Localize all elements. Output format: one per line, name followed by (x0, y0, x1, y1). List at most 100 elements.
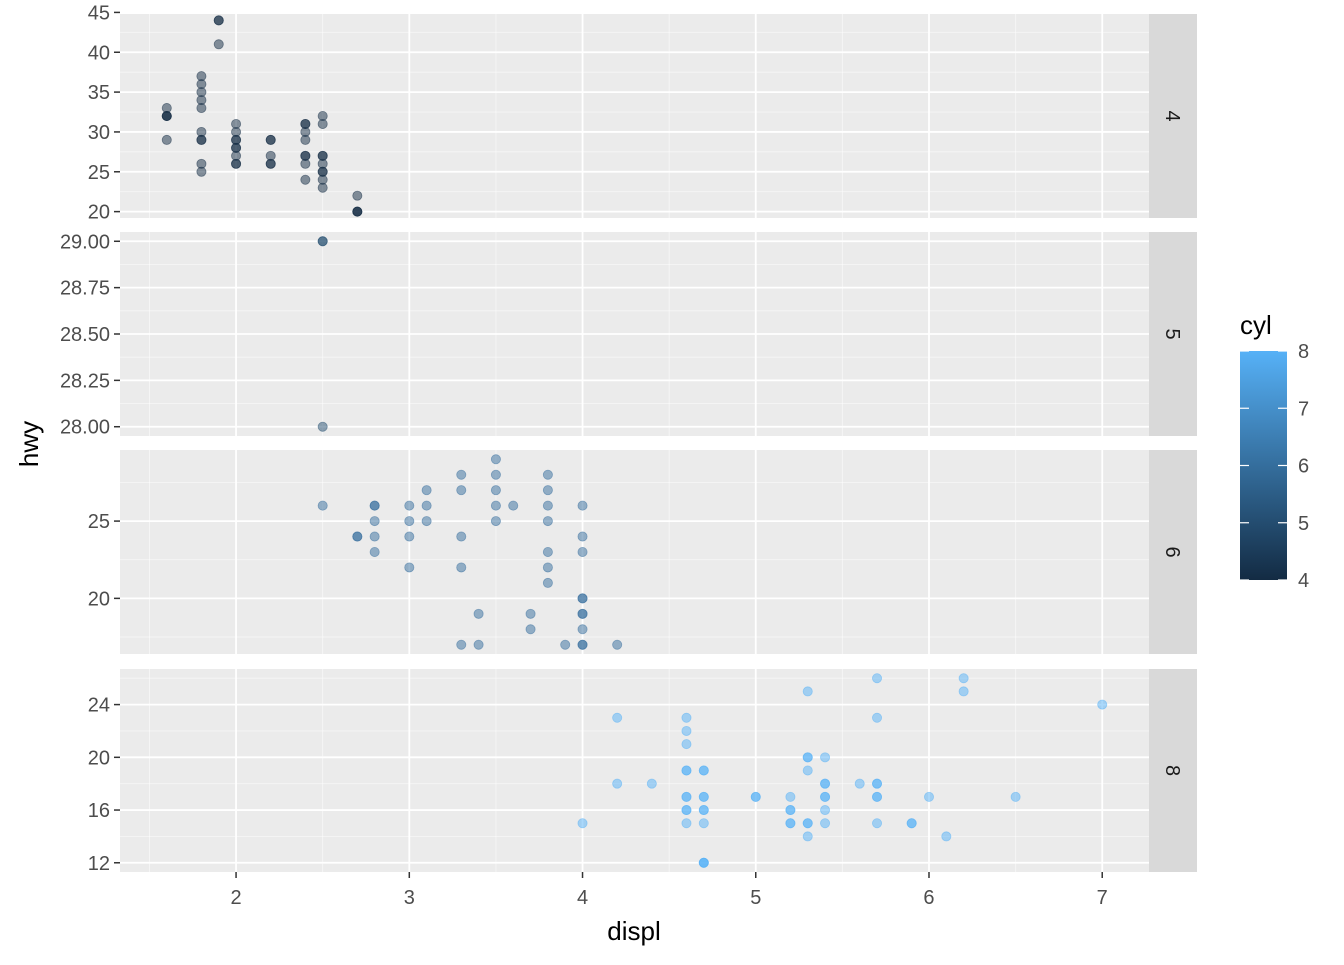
facet-strip-label: 4 (1161, 110, 1183, 121)
y-axis-label: hwy (14, 421, 44, 467)
data-point (646, 778, 657, 789)
y-tick-label: 35 (88, 82, 110, 104)
data-point (872, 778, 883, 789)
data-point (525, 608, 536, 619)
legend-tick-label: 4 (1298, 570, 1309, 592)
data-point (872, 791, 883, 802)
data-point (612, 712, 623, 723)
data-point (490, 469, 501, 480)
data-point (802, 765, 813, 776)
data-point (265, 158, 276, 169)
data-point (508, 500, 519, 511)
legend-tick-label: 8 (1298, 341, 1309, 363)
data-point (369, 547, 380, 558)
x-tick-label: 3 (404, 887, 415, 909)
data-point (317, 182, 328, 193)
data-point (941, 831, 952, 842)
data-point (802, 752, 813, 763)
data-point (577, 624, 588, 635)
data-point (698, 818, 709, 829)
y-tick-label: 20 (88, 747, 110, 769)
data-point (369, 531, 380, 542)
data-point (681, 805, 692, 816)
data-point (577, 639, 588, 650)
data-point (820, 818, 831, 829)
x-tick-label: 6 (923, 887, 934, 909)
legend-tick-label: 5 (1298, 513, 1309, 535)
legend-title: cyl (1240, 310, 1272, 340)
data-point (872, 712, 883, 723)
data-point (681, 712, 692, 723)
y-tick-label: 28.25 (60, 370, 110, 392)
data-point (577, 593, 588, 604)
data-point (317, 236, 328, 247)
data-point (698, 765, 709, 776)
data-point (542, 469, 553, 480)
data-point (802, 831, 813, 842)
data-point (490, 516, 501, 527)
data-point (196, 134, 207, 145)
data-point (490, 485, 501, 496)
data-point (542, 577, 553, 588)
data-point (473, 639, 484, 650)
data-point (404, 531, 415, 542)
data-point (820, 752, 831, 763)
data-point (196, 166, 207, 177)
data-point (612, 639, 623, 650)
data-point (681, 818, 692, 829)
data-point (404, 500, 415, 511)
data-point (300, 134, 311, 145)
data-point (542, 562, 553, 573)
data-point (231, 158, 242, 169)
y-tick-label: 28.50 (60, 324, 110, 346)
data-point (785, 791, 796, 802)
data-point (820, 778, 831, 789)
x-tick-label: 5 (750, 887, 761, 909)
facet-strip-label: 8 (1161, 765, 1183, 776)
data-point (577, 608, 588, 619)
data-point (698, 791, 709, 802)
data-point (317, 421, 328, 432)
data-point (196, 103, 207, 114)
facet-panel-6: 20 25 6 (88, 450, 1197, 654)
data-point (213, 39, 224, 50)
data-point (802, 686, 813, 697)
facet-panel-5: 28.00 28.25 28.50 28.75 29.00 5 (60, 231, 1197, 439)
data-point (300, 174, 311, 185)
data-point (213, 15, 224, 26)
data-point (456, 562, 467, 573)
data-point (785, 818, 796, 829)
data-point (352, 206, 363, 217)
data-point (577, 531, 588, 542)
y-tick-label: 20 (88, 202, 110, 224)
data-point (577, 818, 588, 829)
facet-panel-8: 12 16 20 24 8 (88, 669, 1197, 875)
data-point (456, 531, 467, 542)
data-point (352, 190, 363, 201)
data-point (369, 500, 380, 511)
panels-layer: 202530354045428.0028.2528.5028.7529.0052… (60, 2, 1197, 875)
x-tick-label: 4 (577, 887, 588, 909)
y-tick-label: 25 (88, 162, 110, 184)
x-tick-label: 7 (1097, 887, 1108, 909)
data-point (820, 791, 831, 802)
panel-background (120, 669, 1149, 872)
data-point (612, 778, 623, 789)
y-tick-label: 28.00 (60, 417, 110, 439)
data-point (785, 805, 796, 816)
data-point (681, 725, 692, 736)
data-point (681, 765, 692, 776)
x-axis: 2 3 4 5 6 7 (231, 872, 1108, 909)
data-point (872, 673, 883, 684)
data-point (906, 818, 917, 829)
y-tick-label: 30 (88, 122, 110, 144)
data-point (421, 500, 432, 511)
data-point (820, 805, 831, 816)
y-tick-label: 24 (88, 695, 110, 717)
data-point (300, 158, 311, 169)
data-point (421, 516, 432, 527)
data-point (456, 485, 467, 496)
facet-panel-4: 20 25 30 35 40 45 4 (88, 2, 1197, 224)
data-point (560, 639, 571, 650)
